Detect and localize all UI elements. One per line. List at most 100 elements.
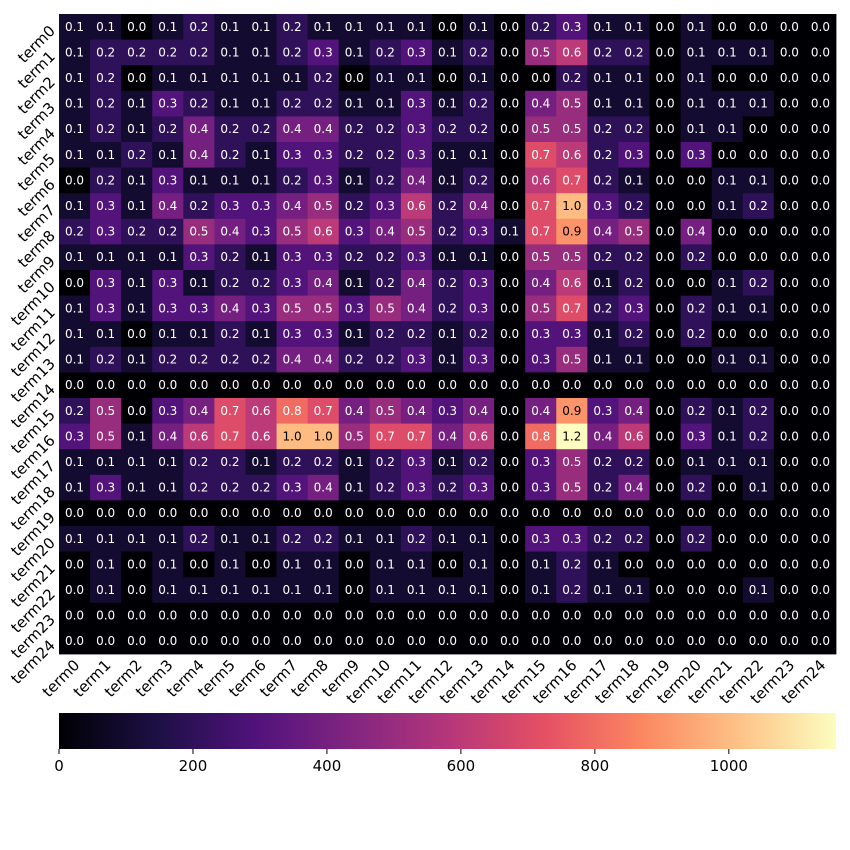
heatmap-cell — [59, 116, 91, 143]
cell-value-label: 0.0 — [656, 199, 675, 213]
cell-value-label: 0.0 — [220, 609, 239, 623]
heatmap-cell — [680, 449, 713, 476]
cell-value-label: 0.3 — [283, 481, 302, 495]
cell-value-label: 0.1 — [158, 20, 177, 34]
heatmap-cell — [463, 90, 495, 117]
cell-value-label: 0.1 — [127, 97, 146, 111]
heatmap-cell — [183, 372, 215, 399]
heatmap-cell — [494, 39, 526, 66]
heatmap-cell — [59, 90, 91, 117]
heatmap-cell — [525, 551, 557, 578]
cell-value-label: 0.2 — [624, 276, 643, 290]
cell-value-label: 0.3 — [345, 225, 364, 239]
cell-value-label: 0.3 — [469, 353, 488, 367]
heatmap-cell — [183, 551, 215, 578]
heatmap-cell — [90, 423, 122, 450]
heatmap-cell — [152, 398, 184, 424]
cell-value-label: 0.0 — [500, 583, 519, 597]
heatmap-cell — [183, 244, 215, 271]
heatmap-cell — [711, 270, 744, 296]
heatmap-cell — [276, 526, 309, 552]
heatmap-cell — [90, 398, 122, 424]
cell-value-label: 0.1 — [718, 404, 737, 418]
heatmap-cell — [773, 551, 806, 578]
heatmap-cell — [121, 628, 153, 655]
cell-value-label: 0.3 — [283, 276, 302, 290]
heatmap-cell — [618, 321, 650, 348]
cell-value-label: 0.0 — [780, 481, 799, 495]
heatmap-cell — [400, 500, 433, 527]
heatmap-cell — [369, 90, 402, 117]
cell-value-label: 0.5 — [96, 404, 115, 418]
cell-value-label: 0.3 — [314, 250, 333, 264]
heatmap-cell — [525, 449, 557, 476]
cell-value-label: 0.0 — [376, 506, 395, 520]
heatmap-cell — [463, 14, 495, 40]
heatmap-cell — [400, 346, 433, 373]
heatmap-cell — [121, 449, 153, 476]
heatmap-cell — [245, 39, 277, 66]
heatmap-cell — [680, 602, 713, 629]
cell-value-label: 0.0 — [811, 250, 830, 264]
cell-value-label: 0.0 — [780, 173, 799, 187]
cell-value-label: 0.3 — [283, 250, 302, 264]
cell-value-label: 0.0 — [780, 378, 799, 392]
cell-value-label: 0.2 — [345, 250, 364, 264]
cell-value-label: 0.1 — [593, 583, 612, 597]
cell-value-label: 0.5 — [562, 122, 581, 136]
cell-value-label: 0.0 — [718, 532, 737, 546]
cell-value-label: 0.1 — [593, 557, 612, 571]
cell-value-label: 0.2 — [438, 276, 457, 290]
cell-value-label: 0.0 — [314, 634, 333, 648]
heatmap-cell — [742, 218, 775, 245]
cell-value-label: 0.1 — [749, 455, 768, 469]
heatmap-cell — [773, 90, 806, 117]
heatmap-cell — [369, 244, 402, 271]
heatmap-cell — [742, 500, 775, 527]
heatmap-cell — [431, 218, 464, 245]
cell-value-label: 0.0 — [780, 634, 799, 648]
cell-value-label: 0.4 — [469, 404, 488, 418]
heatmap-cell — [525, 270, 557, 296]
heatmap-cell — [742, 142, 775, 168]
cell-value-label: 0.1 — [314, 557, 333, 571]
heatmap-cell — [214, 500, 246, 527]
cell-value-label: 0.0 — [718, 583, 737, 597]
cell-value-label: 0.1 — [438, 327, 457, 341]
heatmap-cell — [742, 244, 775, 271]
cell-value-label: 0.3 — [438, 404, 457, 418]
cell-value-label: 0.0 — [749, 634, 768, 648]
cell-value-label: 0.2 — [469, 173, 488, 187]
heatmap-cell — [307, 602, 340, 629]
heatmap-cell — [649, 628, 681, 655]
cell-value-label: 0.1 — [189, 71, 208, 85]
cell-value-label: 0.0 — [780, 455, 799, 469]
cell-value-label: 0.0 — [593, 378, 612, 392]
cell-value-label: 0.0 — [469, 634, 488, 648]
heatmap-cell — [431, 142, 464, 168]
heatmap-cell — [649, 346, 681, 373]
heatmap-cell — [245, 193, 277, 220]
heatmap-cell — [431, 167, 464, 194]
heatmap-cell — [431, 449, 464, 476]
heatmap-cell — [649, 449, 681, 476]
cell-value-label: 0.1 — [593, 276, 612, 290]
heatmap-cell — [59, 218, 91, 245]
cell-value-label: 0.2 — [251, 276, 270, 290]
cell-value-label: 0.2 — [283, 532, 302, 546]
cell-value-label: 0.3 — [345, 301, 364, 315]
heatmap-cell — [618, 65, 650, 92]
cell-value-label: 0.1 — [687, 455, 706, 469]
cell-value-label: 0.7 — [376, 429, 395, 443]
cell-value-label: 0.4 — [314, 481, 333, 495]
heatmap-cell — [556, 449, 588, 476]
heatmap-cell — [804, 500, 837, 527]
heatmap-cell — [618, 449, 650, 476]
cell-value-label: 0.0 — [500, 20, 519, 34]
heatmap-cell — [494, 628, 526, 655]
heatmap-cell — [494, 500, 526, 527]
cell-value-label: 0.0 — [407, 609, 426, 623]
cell-value-label: 0.0 — [531, 609, 550, 623]
heatmap-cell — [307, 218, 340, 245]
heatmap-cell — [649, 295, 681, 322]
